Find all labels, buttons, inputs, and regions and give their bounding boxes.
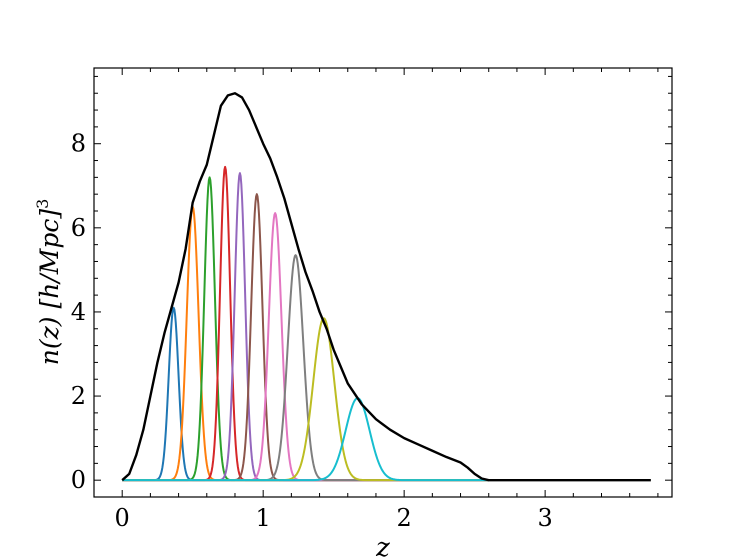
axis-ticks: 0 1 2 3 0 2 4 6 8	[71, 68, 672, 532]
plot-frame	[93, 67, 673, 498]
y-tick-label: 6	[71, 214, 86, 242]
plot-curves	[121, 92, 651, 482]
y-axis-label-exponent: 3	[33, 199, 52, 209]
series-line-5	[121, 172, 490, 482]
series-line-3	[121, 176, 490, 482]
x-tick-label: 1	[256, 504, 271, 532]
total-line	[121, 92, 651, 482]
x-tick-label: 3	[537, 504, 552, 532]
y-axis-label-text: n(z) [h/Mpc]	[35, 209, 64, 366]
series-line-4	[121, 165, 490, 482]
y-tick-label: 4	[71, 298, 86, 326]
x-tick-label: 0	[115, 504, 130, 532]
y-tick-label: 8	[71, 130, 86, 158]
x-axis-label: z	[375, 533, 390, 560]
y-tick-label: 2	[71, 382, 86, 410]
y-tick-label: 0	[71, 466, 86, 494]
series-line-10	[121, 397, 490, 482]
y-axis-label: n(z) [h/Mpc]3	[33, 199, 64, 366]
x-tick-label: 2	[397, 504, 412, 532]
